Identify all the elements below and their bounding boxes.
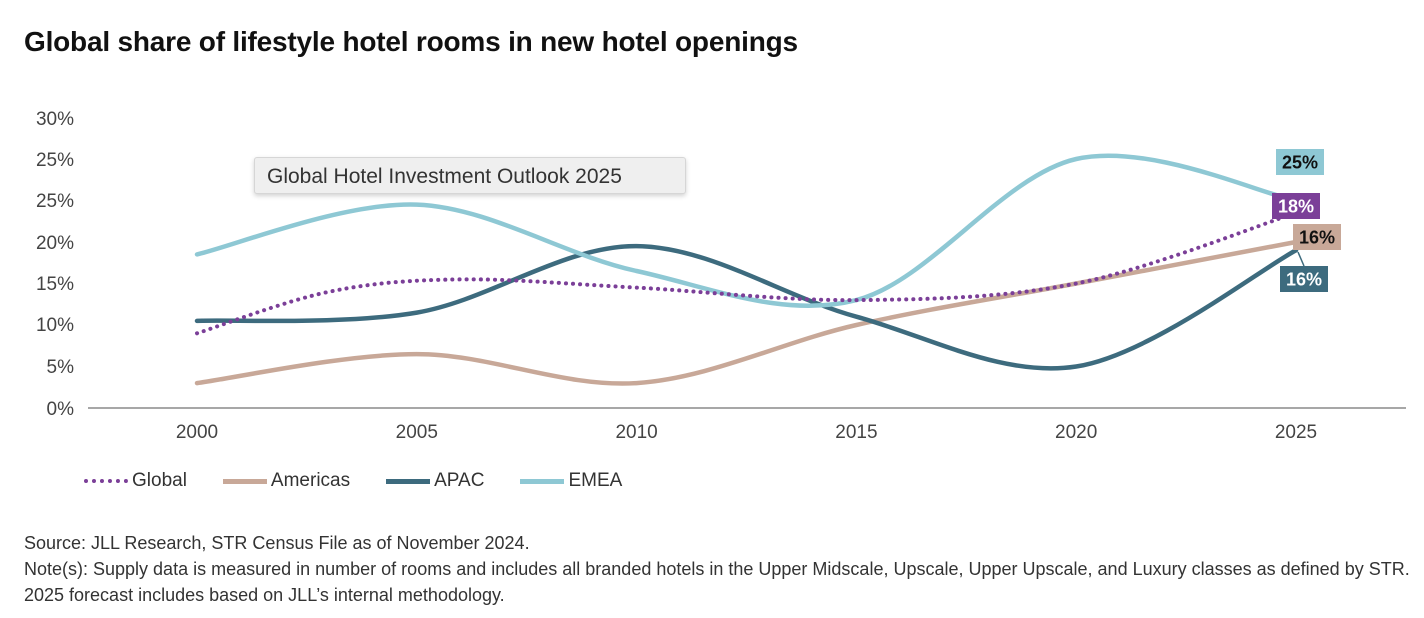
- legend-label-americas: Americas: [270, 470, 351, 491]
- note-text: Note(s): Supply data is measured in numb…: [24, 559, 1410, 605]
- x-tick-label: 2000: [176, 422, 218, 443]
- legend-swatch-apac: [386, 478, 431, 484]
- y-tick-label: 10%: [36, 315, 74, 336]
- x-tick-label: 2025: [1275, 422, 1317, 443]
- x-tick-label: 2010: [615, 422, 657, 443]
- end-label-text: 16%: [1299, 228, 1335, 248]
- end-label-apac: 16%: [1280, 266, 1328, 292]
- legend-label-emea: EMEA: [568, 470, 623, 491]
- y-tick-label: 25%: [36, 150, 74, 171]
- end-label-text: 18%: [1278, 197, 1314, 217]
- y-tick-label: 20%: [36, 233, 74, 254]
- y-tick-label: 5%: [47, 357, 75, 378]
- legend-item-emea[interactable]: EMEA: [520, 470, 622, 492]
- legend-item-americas[interactable]: Americas: [222, 470, 351, 492]
- tooltip-overlay: Global Hotel Investment Outlook 2025: [254, 157, 686, 194]
- x-axis-ticks: 2000 2005 2010 2015 2020 2025: [176, 422, 1317, 443]
- y-tick-label: 15%: [36, 274, 74, 295]
- end-label-text: 25%: [1282, 153, 1318, 173]
- x-tick-label: 2015: [835, 422, 877, 443]
- legend-item-apac[interactable]: APAC: [386, 470, 484, 492]
- source-text: Source: JLL Research, STR Census File as…: [24, 533, 530, 553]
- series-end-labels: 18% 16% 16% 25%: [1272, 149, 1341, 292]
- end-label-emea: 25%: [1276, 149, 1324, 175]
- end-label-box: [1276, 149, 1324, 175]
- y-tick-label: 30%: [36, 109, 74, 130]
- end-label-text: 16%: [1286, 270, 1322, 290]
- end-label-global: 18%: [1272, 193, 1320, 219]
- chart-legend: Global Americas APAC EMEA: [84, 468, 658, 494]
- series-line-americas: [194, 239, 1299, 386]
- chart-footer: Source: JLL Research, STR Census File as…: [24, 530, 1414, 608]
- y-axis-ticks: 0% 5% 10% 15% 20% 25% 25% 30%: [36, 109, 74, 420]
- legend-item-global[interactable]: Global: [84, 470, 187, 492]
- end-label-box: [1293, 224, 1341, 250]
- legend-swatch-global: [84, 479, 128, 483]
- chart-title: Global share of lifestyle hotel rooms in…: [24, 26, 798, 57]
- legend-swatch-emea: [520, 478, 565, 484]
- x-tick-label: 2005: [396, 422, 438, 443]
- series-lines: [194, 153, 1299, 386]
- y-tick-label: 25%: [36, 191, 74, 212]
- series-line-emea: [194, 153, 1299, 308]
- end-label-americas: 16%: [1293, 224, 1341, 250]
- legend-label-apac: APAC: [434, 470, 485, 491]
- end-label-box: [1272, 193, 1320, 219]
- end-label-box: [1280, 266, 1328, 292]
- legend-label-global: Global: [132, 470, 187, 491]
- x-tick-label: 2020: [1055, 422, 1097, 443]
- series-line-global: [195, 210, 1298, 336]
- legend-swatch-americas: [222, 478, 267, 484]
- y-tick-label: 0%: [47, 399, 75, 420]
- series-line-apac: [194, 243, 1299, 371]
- apac-label-connector: [1297, 251, 1305, 267]
